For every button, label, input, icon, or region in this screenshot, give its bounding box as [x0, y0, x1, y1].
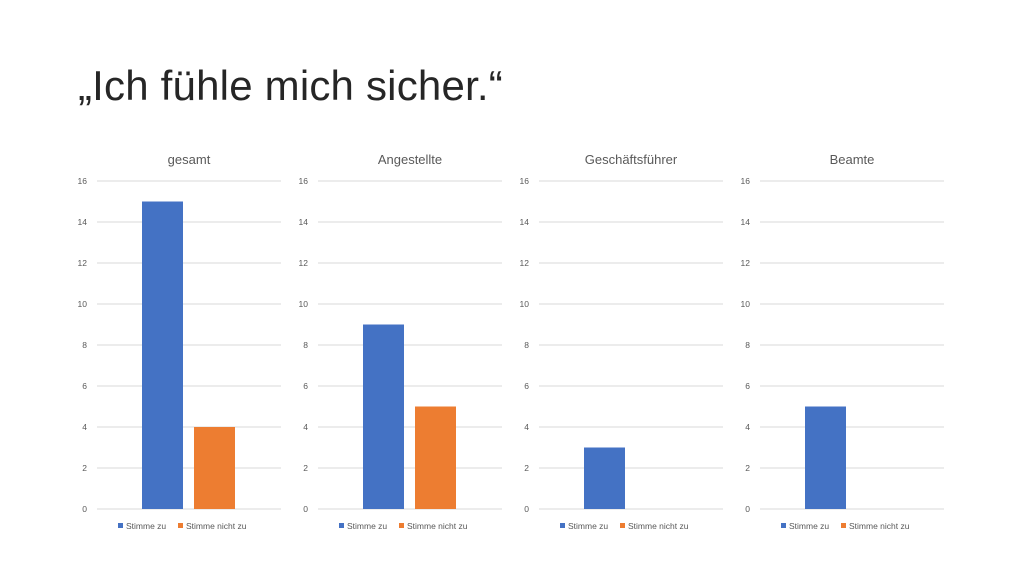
y-tick-label: 12 [520, 258, 530, 268]
chart-title: Angestellte [378, 152, 442, 167]
y-tick-label: 6 [82, 381, 87, 391]
y-tick-label: 6 [745, 381, 750, 391]
legend-swatch [620, 523, 625, 528]
chart-title: Geschäftsführer [585, 152, 678, 167]
chart-title: Beamte [830, 152, 875, 167]
y-tick-label: 12 [78, 258, 88, 268]
y-tick-label: 8 [82, 340, 87, 350]
slide-title: „Ich fühle mich sicher.“ [78, 62, 503, 109]
y-tick-label: 0 [303, 504, 308, 514]
y-tick-label: 14 [299, 217, 309, 227]
bar-stimme-zu [363, 324, 404, 509]
y-tick-label: 4 [82, 422, 87, 432]
y-tick-label: 8 [745, 340, 750, 350]
y-tick-label: 14 [741, 217, 751, 227]
y-tick-label: 8 [303, 340, 308, 350]
legend-entry: Stimme nicht zu [407, 521, 468, 531]
legend-swatch [178, 523, 183, 528]
legend-swatch [399, 523, 404, 528]
y-tick-label: 2 [303, 463, 308, 473]
y-tick-label: 6 [524, 381, 529, 391]
y-tick-label: 2 [524, 463, 529, 473]
legend-swatch [781, 523, 786, 528]
legend-entry: Stimme zu [126, 521, 166, 531]
y-tick-label: 2 [82, 463, 87, 473]
legend-swatch [118, 523, 123, 528]
y-tick-label: 12 [741, 258, 751, 268]
y-tick-label: 10 [741, 299, 751, 309]
legend-entry: Stimme zu [568, 521, 608, 531]
y-tick-label: 0 [745, 504, 750, 514]
chart-title: gesamt [168, 152, 211, 167]
legend-entry: Stimme nicht zu [186, 521, 247, 531]
legend-swatch [339, 523, 344, 528]
y-tick-label: 10 [78, 299, 88, 309]
y-tick-label: 0 [82, 504, 87, 514]
y-tick-label: 8 [524, 340, 529, 350]
y-tick-label: 16 [741, 176, 751, 186]
y-tick-label: 4 [745, 422, 750, 432]
y-tick-label: 14 [78, 217, 88, 227]
bar-stimme-zu [584, 447, 625, 509]
y-tick-label: 14 [520, 217, 530, 227]
y-tick-label: 6 [303, 381, 308, 391]
y-tick-label: 10 [520, 299, 530, 309]
legend-entry: Stimme nicht zu [849, 521, 910, 531]
legend-swatch [841, 523, 846, 528]
legend-swatch [560, 523, 565, 528]
legend-entry: Stimme zu [347, 521, 387, 531]
y-tick-label: 10 [299, 299, 309, 309]
y-tick-label: 12 [299, 258, 309, 268]
bar-stimme-zu [805, 406, 846, 509]
y-tick-label: 2 [745, 463, 750, 473]
y-tick-label: 0 [524, 504, 529, 514]
bar-stimme-zu [142, 201, 183, 509]
bar-stimme-nicht-zu [415, 406, 456, 509]
bar-stimme-nicht-zu [194, 427, 235, 509]
y-tick-label: 16 [78, 176, 88, 186]
legend-entry: Stimme nicht zu [628, 521, 689, 531]
y-tick-label: 4 [524, 422, 529, 432]
y-tick-label: 16 [520, 176, 530, 186]
y-tick-label: 16 [299, 176, 309, 186]
y-tick-label: 4 [303, 422, 308, 432]
legend-entry: Stimme zu [789, 521, 829, 531]
